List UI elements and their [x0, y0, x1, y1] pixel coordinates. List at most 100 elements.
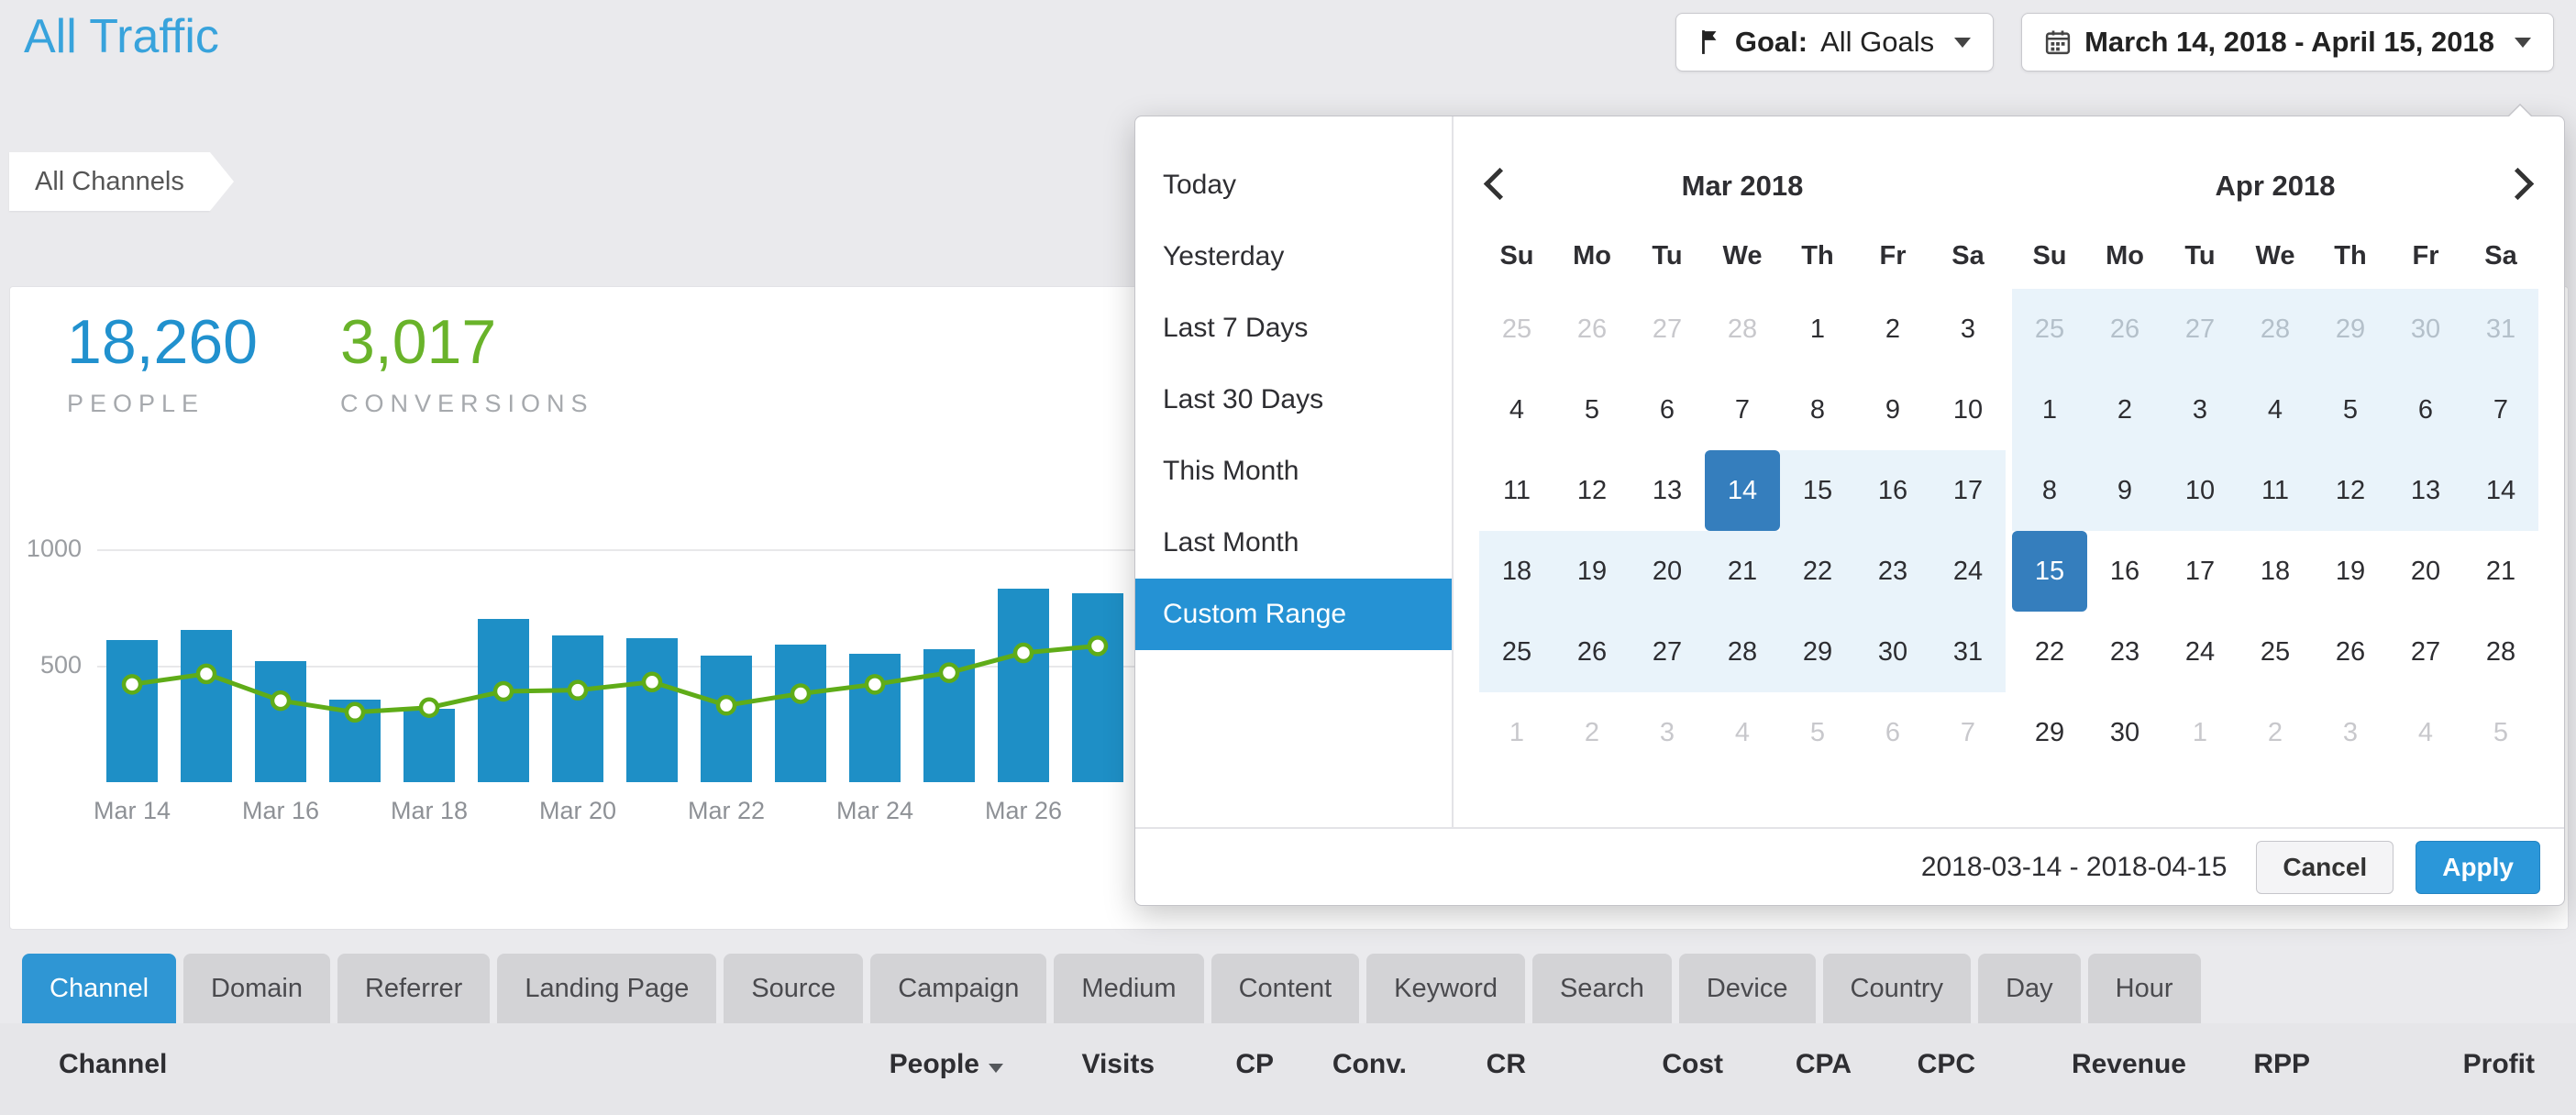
range-this-month[interactable]: This Month — [1163, 456, 1299, 486]
tab-landing-page[interactable]: Landing Page — [497, 954, 717, 1023]
day-cell[interactable]: 9 — [2087, 450, 2162, 531]
day-cell[interactable]: 4 — [2417, 717, 2434, 747]
day-cell[interactable]: 6 — [1659, 394, 1675, 425]
bar-mar-21[interactable] — [626, 638, 678, 782]
day-cell[interactable]: 17 — [2184, 556, 2216, 586]
day-cell[interactable]: 23 — [2109, 636, 2140, 667]
day-cell[interactable]: 1 — [1809, 314, 1826, 344]
day-cell[interactable]: 30 — [1855, 612, 1930, 692]
day-cell[interactable]: 14 — [2463, 450, 2538, 531]
day-cell[interactable]: 9 — [1885, 394, 1901, 425]
date-range-button[interactable]: March 14, 2018 - April 15, 2018 — [2021, 13, 2554, 72]
day-cell[interactable]: 29 — [2034, 717, 2065, 747]
day-cell[interactable]: 11 — [2238, 450, 2313, 531]
day-cell[interactable]: 7 — [1960, 717, 1976, 747]
tab-channel[interactable]: Channel — [22, 954, 177, 1023]
day-cell[interactable]: 2 — [1584, 717, 1600, 747]
column-header-profit[interactable]: Profit — [2462, 1049, 2535, 1079]
column-header-people[interactable]: People — [820, 1049, 1003, 1080]
day-cell[interactable]: 13 — [2388, 450, 2463, 531]
day-cell[interactable]: 16 — [2109, 556, 2140, 586]
range-custom-range[interactable]: Custom Range — [1135, 579, 1452, 650]
tab-campaign[interactable]: Campaign — [870, 954, 1047, 1023]
day-cell[interactable]: 20 — [1630, 531, 1705, 612]
chevron-left-icon[interactable] — [1483, 167, 1517, 201]
day-cell[interactable]: 1 — [1509, 717, 1525, 747]
day-cell[interactable]: 7 — [2463, 370, 2538, 450]
day-cell[interactable]: 28 — [1727, 314, 1758, 344]
day-cell[interactable]: 12 — [2313, 450, 2388, 531]
day-cell[interactable]: 27 — [2410, 636, 2441, 667]
day-cell[interactable]: 10 — [1952, 394, 1984, 425]
day-cell[interactable]: 3 — [2342, 717, 2359, 747]
day-cell[interactable]: 2 — [2267, 717, 2283, 747]
day-cell[interactable]: 26 — [1554, 612, 1630, 692]
tab-source[interactable]: Source — [724, 954, 864, 1023]
day-cell[interactable]: 6 — [2388, 370, 2463, 450]
day-cell[interactable]: 4 — [1734, 717, 1751, 747]
apply-button[interactable]: Apply — [2416, 840, 2540, 894]
tab-domain[interactable]: Domain — [183, 954, 330, 1023]
day-cell[interactable]: 3 — [2162, 370, 2238, 450]
day-cell[interactable]: 24 — [2184, 636, 2216, 667]
day-cell[interactable]: 20 — [2410, 556, 2441, 586]
column-header-cpc[interactable]: CPC — [1917, 1049, 1975, 1079]
column-header-conv[interactable]: Conv. — [1332, 1049, 1407, 1079]
bar-mar-22[interactable] — [701, 656, 752, 782]
day-cell[interactable]: 26 — [1576, 314, 1608, 344]
day-cell[interactable]: 16 — [1855, 450, 1930, 531]
day-cell[interactable]: 28 — [1705, 612, 1780, 692]
day-cell[interactable]: 23 — [1855, 531, 1930, 612]
day-cell[interactable]: 30 — [2109, 717, 2140, 747]
tab-keyword[interactable]: Keyword — [1366, 954, 1525, 1023]
day-cell[interactable]: 8 — [2012, 450, 2087, 531]
day-cell[interactable]: 29 — [1780, 612, 1855, 692]
day-cell[interactable]: 5 — [2313, 370, 2388, 450]
day-cell[interactable]: 4 — [2238, 370, 2313, 450]
day-cell[interactable]: 22 — [2034, 636, 2065, 667]
day-cell[interactable]: 31 — [2463, 289, 2538, 370]
day-cell[interactable]: 2 — [1885, 314, 1901, 344]
bar-mar-26[interactable] — [998, 589, 1049, 782]
range-today[interactable]: Today — [1163, 170, 1237, 200]
tab-hour[interactable]: Hour — [2087, 954, 2201, 1023]
bar-mar-18[interactable] — [404, 709, 455, 782]
tab-referrer[interactable]: Referrer — [337, 954, 491, 1023]
day-cell[interactable]: 31 — [1930, 612, 2006, 692]
day-cell[interactable]: 25 — [2012, 289, 2087, 370]
day-cell[interactable]: 26 — [2087, 289, 2162, 370]
column-header-cost[interactable]: Cost — [1662, 1049, 1723, 1079]
column-header-cpa[interactable]: CPA — [1795, 1049, 1852, 1079]
column-header-cp[interactable]: CP — [1235, 1049, 1274, 1079]
day-cell[interactable]: 26 — [2335, 636, 2366, 667]
range-last-month[interactable]: Last Month — [1163, 527, 1299, 558]
tab-device[interactable]: Device — [1678, 954, 1816, 1023]
day-cell[interactable]: 19 — [1554, 531, 1630, 612]
chevron-right-icon[interactable] — [2501, 167, 2535, 201]
day-cell[interactable]: 25 — [1479, 612, 1554, 692]
day-cell[interactable]: 27 — [1630, 612, 1705, 692]
day-cell[interactable]: 27 — [1652, 314, 1683, 344]
day-cell[interactable]: 5 — [1584, 394, 1600, 425]
day-cell[interactable]: 11 — [1502, 475, 1531, 505]
day-cell[interactable]: 25 — [2260, 636, 2291, 667]
goal-dropdown-button[interactable]: Goal: All Goals — [1675, 13, 1995, 72]
day-cell[interactable]: 5 — [1809, 717, 1826, 747]
tab-medium[interactable]: Medium — [1054, 954, 1204, 1023]
day-cell[interactable]: 8 — [1809, 394, 1826, 425]
range-last-7-days[interactable]: Last 7 Days — [1163, 313, 1309, 343]
bar-mar-23[interactable] — [775, 645, 826, 782]
day-cell[interactable]: 19 — [2335, 556, 2366, 586]
day-cell[interactable]: 1 — [2012, 370, 2087, 450]
day-cell[interactable]: 18 — [1479, 531, 1554, 612]
day-cell[interactable]: 27 — [2162, 289, 2238, 370]
cancel-button[interactable]: Cancel — [2256, 840, 2394, 894]
column-header-rpp[interactable]: RPP — [2253, 1049, 2310, 1079]
tab-country[interactable]: Country — [1822, 954, 1972, 1023]
column-header-channel[interactable]: Channel — [59, 1049, 168, 1079]
day-cell[interactable]: 12 — [1576, 475, 1608, 505]
day-cell[interactable]: 7 — [1734, 394, 1751, 425]
day-cell[interactable]: 4 — [1509, 394, 1525, 425]
day-cell-selected[interactable]: 14 — [1705, 450, 1780, 531]
day-cell[interactable]: 21 — [1705, 531, 1780, 612]
